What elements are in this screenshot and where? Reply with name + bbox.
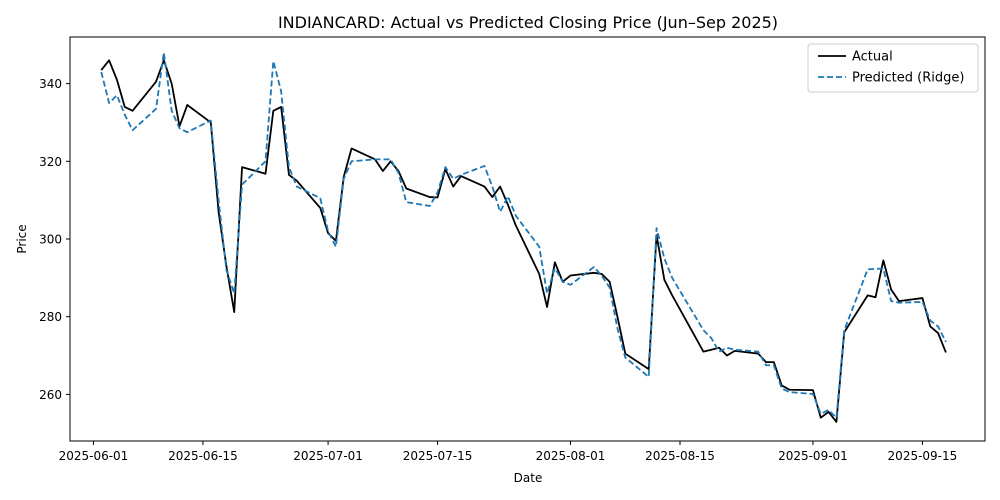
- legend-label-actual: Actual: [852, 50, 893, 65]
- y-tick-label: 280: [39, 310, 62, 324]
- x-tick-label: 2025-09-01: [778, 449, 848, 463]
- plot-lines: [100, 51, 947, 423]
- series-line-actual: [100, 59, 947, 423]
- x-tick-label: 2025-09-15: [888, 449, 958, 463]
- legend-label-predicted: Predicted (Ridge): [852, 71, 964, 86]
- y-tick-label: 340: [39, 77, 62, 91]
- x-tick-label: 2025-06-01: [59, 449, 129, 463]
- x-axis: 2025-06-01 2025-06-15 2025-07-01 2025-07-15…: [59, 441, 958, 463]
- legend: Actual Predicted (Ridge): [807, 43, 979, 93]
- chart-title: INDIANCARD: Actual vs Predicted Closing …: [278, 13, 778, 32]
- y-tick-label: 320: [39, 155, 62, 169]
- legend-box: [807, 43, 979, 93]
- y-axis: 260 280 300 320 340: [39, 77, 70, 402]
- y-tick-label: 300: [39, 233, 62, 247]
- x-tick-label: 2025-08-15: [645, 449, 715, 463]
- series-line-predicted: [100, 51, 947, 419]
- x-tick-label: 2025-08-01: [536, 449, 606, 463]
- x-tick-label: 2025-07-01: [293, 449, 363, 463]
- x-tick-label: 2025-07-15: [403, 449, 473, 463]
- x-tick-label: 2025-06-15: [168, 449, 238, 463]
- y-tick-label: 260: [39, 388, 62, 402]
- y-axis-label: Price: [15, 224, 29, 253]
- x-axis-label: Date: [514, 471, 543, 485]
